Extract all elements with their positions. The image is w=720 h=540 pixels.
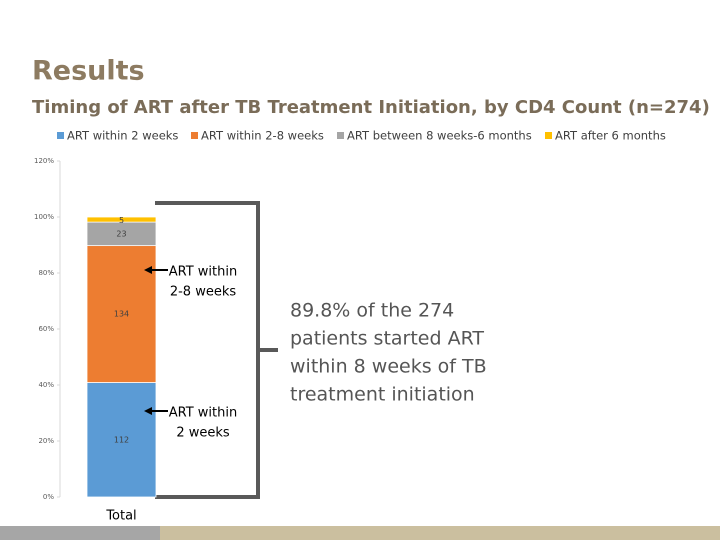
legend-label: ART between 8 weeks-6 months	[347, 129, 532, 143]
legend-label: ART after 6 months	[555, 129, 666, 143]
footer-accent	[160, 526, 720, 540]
arrow-head	[144, 266, 152, 274]
legend-swatch	[191, 132, 198, 139]
data-label: 134	[114, 310, 129, 319]
annotation: ART within	[169, 406, 238, 421]
y-tick-label: 100%	[34, 213, 54, 221]
legend-label: ART within 2-8 weeks	[201, 129, 324, 143]
bar-segment	[86, 382, 157, 498]
annotation: 2 weeks	[176, 426, 230, 441]
legend-swatch	[57, 132, 64, 139]
y-tick-label: 60%	[38, 325, 54, 333]
note-text: within 8 weeks of TB	[290, 356, 487, 378]
note-text: 89.8% of the 274	[290, 300, 454, 322]
chart-title: Timing of ART after TB Treatment Initiat…	[32, 97, 710, 118]
y-tick-label: 40%	[38, 381, 54, 389]
y-tick-label: 120%	[34, 157, 54, 165]
legend-label: ART within 2 weeks	[67, 129, 178, 143]
bracket	[155, 201, 278, 499]
note-text: patients started ART	[290, 328, 484, 350]
heading: Results	[32, 56, 145, 87]
y-tick-label: 80%	[38, 269, 54, 277]
legend-swatch	[545, 132, 552, 139]
note-text: treatment initiation	[290, 384, 475, 406]
arrow-head	[144, 407, 152, 415]
bar-segment	[86, 216, 157, 223]
y-tick-label: 20%	[38, 437, 54, 445]
data-label: 112	[114, 435, 129, 444]
y-tick-label: 0%	[43, 493, 54, 501]
legend-swatch	[337, 132, 344, 139]
annotation: 2-8 weeks	[170, 285, 237, 300]
data-label: 5	[119, 216, 124, 225]
x-tick-label: Total	[105, 509, 136, 524]
data-label: 23	[116, 229, 126, 238]
annotation: ART within	[169, 265, 238, 280]
